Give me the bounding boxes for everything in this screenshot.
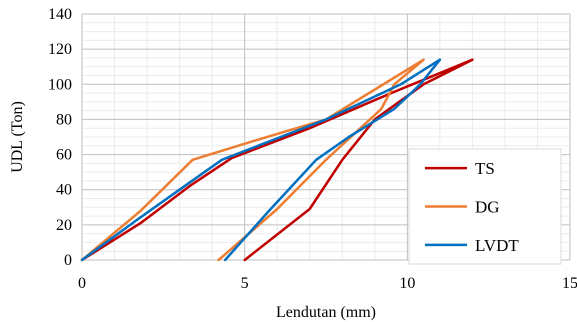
x-tick-label: 5 — [241, 275, 249, 292]
legend: TS DG LVDT — [408, 148, 562, 265]
y-tick-label: 120 — [48, 41, 72, 58]
y-tick-label: 20 — [56, 217, 72, 234]
y-tick-label: 40 — [56, 182, 72, 199]
y-tick-label: 0 — [64, 252, 72, 269]
x-tick-label: 15 — [562, 275, 577, 292]
y-axis-title: UDL (Ton) — [9, 101, 26, 173]
legend-label-dg: DG — [475, 198, 500, 217]
series-line-lvdt — [80, 58, 442, 262]
y-tick-label: 80 — [56, 111, 72, 128]
legend-label-lvdt: LVDT — [475, 236, 519, 255]
series-line-ts — [80, 58, 474, 262]
y-tick-label: 100 — [48, 76, 72, 93]
x-tick-labels: 0 5 10 15 — [78, 275, 577, 292]
y-tick-labels: 0 20 40 60 80 100 120 140 — [48, 6, 72, 269]
x-tick-label: 0 — [78, 275, 86, 292]
y-tick-label: 60 — [56, 147, 72, 164]
series-layer — [80, 58, 474, 262]
series-line-dg — [80, 58, 425, 262]
legend-label-ts: TS — [475, 159, 495, 178]
x-axis-title: Lendutan (mm) — [276, 304, 376, 321]
y-tick-label: 140 — [48, 6, 72, 23]
x-tick-label: 10 — [399, 275, 415, 292]
